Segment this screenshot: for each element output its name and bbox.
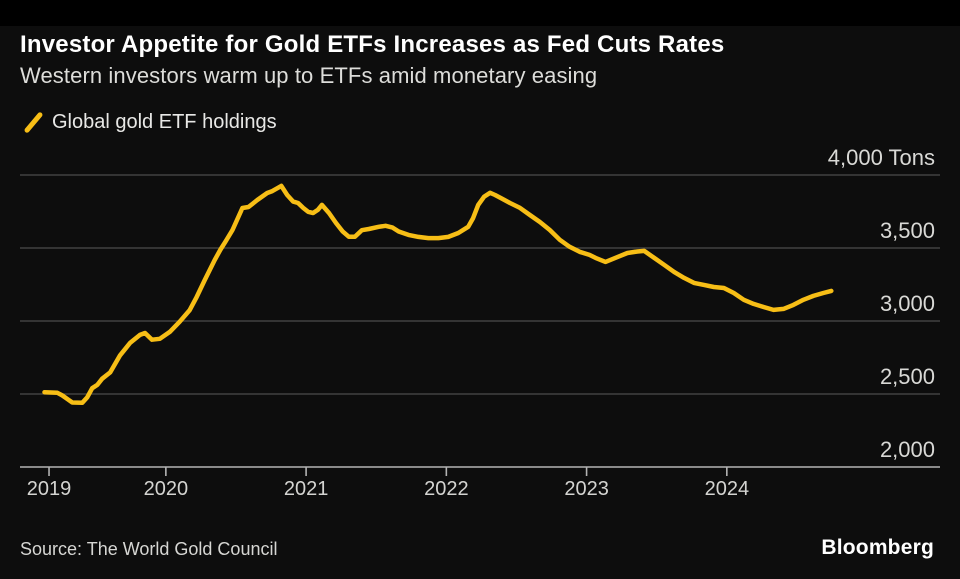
chart-title: Investor Appetite for Gold ETFs Increase… xyxy=(20,31,725,58)
y-axis-label: 2,500 xyxy=(879,364,935,389)
top-letterbox-strip xyxy=(0,0,960,26)
y-axis-label: 2,000 xyxy=(879,437,935,462)
x-axis-label: 2023 xyxy=(564,478,609,500)
data-line-global-gold-etf-holdings xyxy=(42,183,834,406)
legend: Global gold ETF holdings xyxy=(20,109,277,135)
legend-label: Global gold ETF holdings xyxy=(52,110,277,133)
x-axis-label: 2020 xyxy=(143,478,189,500)
y-axis-label: 3,500 xyxy=(879,218,935,243)
chart-subtitle: Western investors warm up to ETFs amid m… xyxy=(20,63,598,88)
source-note: Source: The World Gold Council xyxy=(20,539,278,559)
x-axis-label: 2024 xyxy=(704,478,750,500)
y-axis-label: 3,000 xyxy=(879,291,935,316)
x-axis-label: 2021 xyxy=(283,478,329,500)
bloomberg-logo: Bloomberg xyxy=(821,536,934,559)
x-axis-label: 2022 xyxy=(424,478,469,500)
y-axis-label: 4,000 Tons xyxy=(827,145,935,170)
x-axis-label: 2019 xyxy=(26,478,72,500)
